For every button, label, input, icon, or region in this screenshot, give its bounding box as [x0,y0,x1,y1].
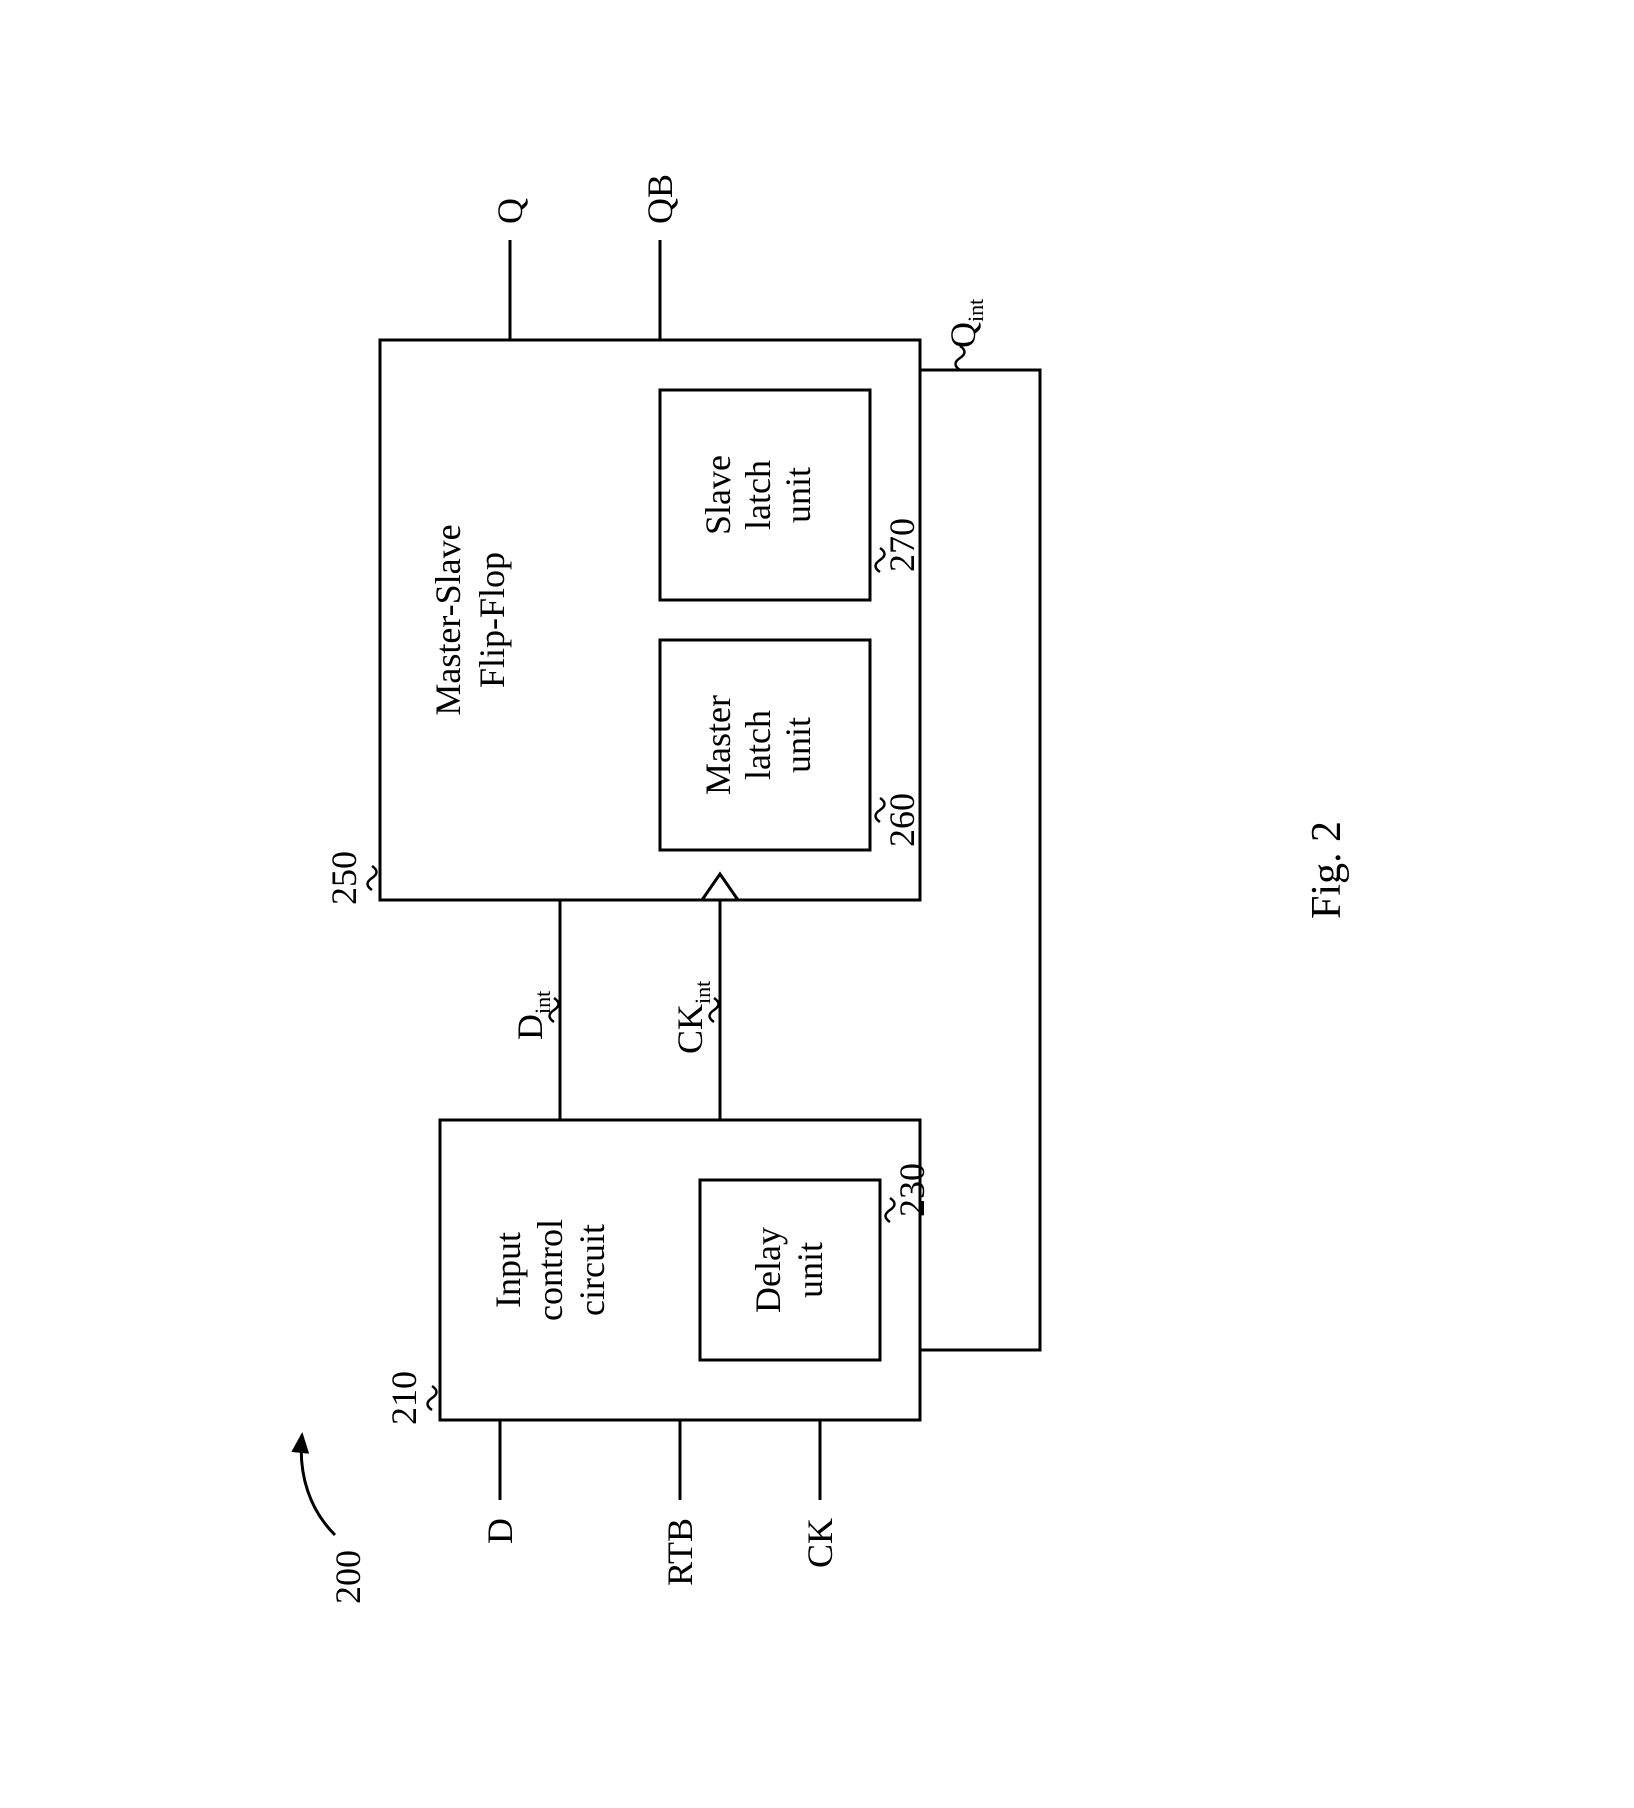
label-qb: QB [640,174,680,224]
ref-250: 250 [324,851,364,905]
label-q: Q [490,198,530,224]
ref-200: 200 [328,1550,368,1604]
clock-triangle-icon [702,874,738,900]
label-ckint: CKint [670,981,715,1054]
leader-qint [956,346,965,370]
ref-260: 260 [882,793,922,847]
slave-latch-title: Slavelatchunit [698,455,818,535]
wire-qint-feedback [920,370,1040,1350]
master-latch-title: Masterlatchunit [698,695,818,795]
ref-270: 270 [882,518,922,572]
label-dint: Dint [510,991,555,1040]
figure-caption: Fig. 2 [1304,821,1350,919]
ref-230: 230 [892,1163,932,1217]
leader-250 [368,866,377,890]
delay-unit-title: Delayunit [748,1227,830,1313]
label-qint: Qint [943,299,988,348]
label-rtb: RTB [660,1518,700,1586]
reference-arrow-200 [301,1435,335,1535]
input-control-title: Inputcontrolcircuit [488,1219,612,1321]
block-diagram: Inputcontrolcircuit Delayunit Master-Slave… [0,0,1634,1808]
ref-210: 210 [384,1371,424,1425]
label-d: D [480,1518,520,1544]
label-ck: CK [800,1518,840,1568]
leader-210 [428,1386,437,1410]
flip-flop-title: Master-SlaveFlip-Flop [428,524,512,715]
